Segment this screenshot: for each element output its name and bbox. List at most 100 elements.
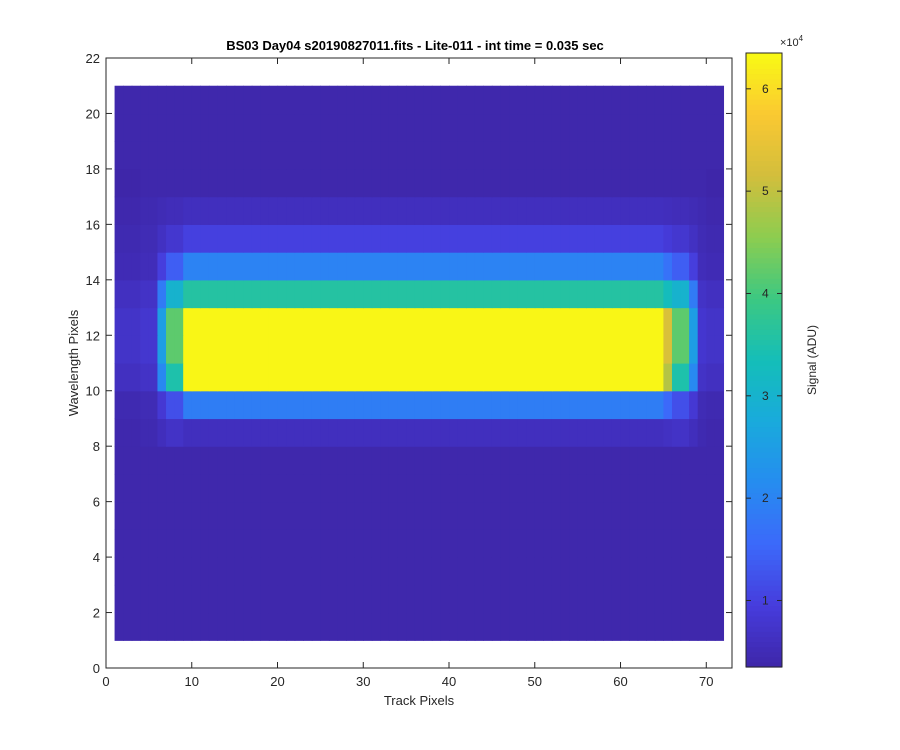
heatmap-cell [286,363,296,392]
heatmap-cell [551,446,562,475]
heatmap-cell [637,418,647,447]
heatmap-cell [577,279,587,309]
heatmap-cell [517,612,527,641]
heatmap-cell [303,557,313,586]
heatmap-cell [517,529,527,558]
heatmap-cell [346,196,356,225]
heatmap-cell [286,529,296,558]
heatmap-cell [114,141,124,170]
heatmap-cell [406,85,416,115]
heatmap-cell [371,168,382,198]
colorbar-band [746,462,782,469]
heatmap-cell [706,501,716,530]
colorbar-band [746,569,782,576]
colorbar-band [746,533,782,540]
heatmap-cell [491,141,502,170]
colorbar-band [746,590,782,596]
heatmap-cell [714,363,725,392]
heatmap-cell [148,279,159,309]
heatmap-cell [131,279,141,309]
heatmap-cell [303,141,313,170]
heatmap-cell [543,473,553,503]
heatmap-cell [406,529,416,558]
heatmap-cell [226,390,236,420]
heatmap-cell [251,390,261,420]
heatmap-cell [577,529,587,558]
heatmap-cell [431,113,442,142]
heatmap-cell [449,418,459,447]
colorbar-exponent-power: 4 [799,34,804,43]
heatmap-cell [706,85,716,115]
heatmap-cell [388,418,399,447]
heatmap-cell [586,612,596,641]
colorbar-band [746,237,782,243]
heatmap-cell [637,85,647,115]
colorbar-band [746,288,782,295]
heatmap-cell [569,85,579,115]
heatmap-cell [466,335,476,364]
heatmap-cell [268,584,279,614]
colorbar-band [746,68,782,75]
colorbar-band [746,170,782,177]
heatmap-cell [577,85,587,115]
heatmap-cell [457,252,467,281]
heatmap-cell [251,501,261,530]
heatmap-cell [268,196,279,225]
heatmap-cell [294,335,304,364]
heatmap-cell [123,335,133,364]
heatmap-cell [346,584,356,614]
heatmap-cell [191,446,201,475]
colorbar-band [746,216,782,223]
heatmap-cell [431,529,442,558]
heatmap-cell [517,252,527,281]
x-tick-label: 0 [102,674,109,689]
heatmap-cell [526,141,536,170]
heatmap-cell [440,363,450,392]
heatmap-cell [311,584,321,614]
heatmap-cell [534,85,544,115]
heatmap-cell [174,196,184,225]
heatmap-cell [457,363,467,392]
colorbar-band [746,175,782,182]
heatmap-cell [406,501,416,530]
heatmap-cell [706,196,716,225]
heatmap-cell [637,141,647,170]
heatmap-cell [328,196,339,225]
heatmap-cell [311,335,321,364]
heatmap-cell [671,224,682,253]
heatmap-cell [551,529,562,558]
heatmap-cell [611,335,622,364]
heatmap-cell [611,363,622,392]
heatmap-cell [354,252,364,281]
heatmap-cell [671,501,682,530]
colorbar-tick-label: 4 [762,286,769,300]
heatmap-cell [500,584,510,614]
heatmap-cell [320,224,330,253]
heatmap-cell [217,446,227,475]
heatmap-cell [371,363,382,392]
heatmap-cell [328,279,339,309]
heatmap-cell [183,390,193,420]
heatmap-cell [260,335,270,364]
heatmap-cell [123,390,133,420]
heatmap-cell [706,113,716,142]
heatmap-cell [251,473,261,503]
heatmap-cell [569,224,579,253]
heatmap-cell [286,168,296,198]
heatmap-cell [388,390,399,420]
heatmap-cell [697,224,707,253]
heatmap-cell [131,85,141,115]
heatmap-cell [217,612,227,641]
heatmap-cell [243,196,253,225]
heatmap-cell [714,113,725,142]
heatmap-cell [423,85,433,115]
heatmap-cell [123,168,133,198]
heatmap-cell [483,113,493,142]
heatmap-cell [526,501,536,530]
heatmap-cell [337,307,347,336]
heatmap-cell [509,196,519,225]
heatmap-cell [654,529,664,558]
heatmap-cell [311,252,321,281]
heatmap-cell [174,335,184,364]
colorbar-band [746,518,782,525]
